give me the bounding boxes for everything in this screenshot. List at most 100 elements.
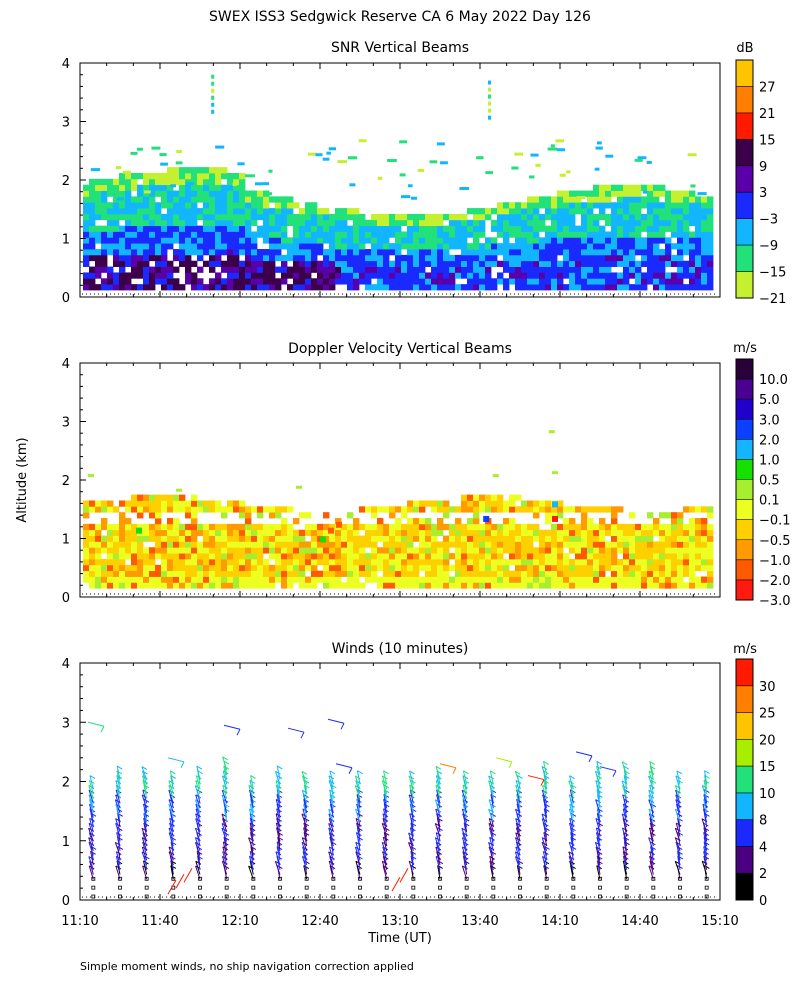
- snr-cell: [323, 231, 330, 238]
- snr-cell: [701, 219, 708, 227]
- wind-barb-shaft: [382, 818, 388, 832]
- wind-barb-shaft: [408, 775, 414, 790]
- doppler-cell: [317, 553, 324, 560]
- wind-barb-shaft: [701, 785, 708, 799]
- snr-cell: [209, 167, 216, 174]
- snr-cell: [641, 260, 648, 267]
- wind-barb-shaft: [250, 846, 254, 861]
- snr-cell: [665, 260, 672, 267]
- doppler-cell: [605, 523, 612, 531]
- calm-marker: [304, 885, 309, 890]
- wind-barb-shaft: [461, 846, 468, 861]
- snr-cell: [143, 249, 150, 256]
- doppler-cell: [599, 564, 606, 572]
- doppler-cell: [281, 582, 288, 589]
- snr-echo: [514, 152, 524, 156]
- doppler-cell: [251, 564, 258, 572]
- doppler-cell: [293, 558, 300, 566]
- doppler-cell: [395, 570, 402, 577]
- doppler-cell: [161, 570, 168, 577]
- doppler-cell: [227, 500, 234, 507]
- doppler-cell: [521, 523, 528, 531]
- calm-marker: [678, 876, 682, 881]
- doppler-cell: [233, 529, 240, 536]
- snr-cell: [95, 196, 102, 203]
- doppler-cell: [401, 570, 408, 577]
- colorbar-label: 20: [759, 733, 776, 748]
- snr-cell: [155, 219, 162, 227]
- wind-barb-shaft: [596, 837, 601, 851]
- doppler-cell: [587, 553, 594, 560]
- doppler-cell: [377, 576, 384, 583]
- snr-cell: [203, 184, 210, 191]
- doppler-cell: [83, 500, 90, 507]
- snr-cell: [113, 237, 120, 244]
- snr-cell: [611, 225, 618, 232]
- calm-marker: [91, 885, 96, 890]
- doppler-cell: [683, 535, 690, 542]
- snr-cell: [581, 231, 588, 238]
- doppler-cell: [161, 582, 168, 589]
- snr-cell: [341, 278, 348, 285]
- snr-cell: [233, 260, 240, 267]
- doppler-cell: [653, 582, 660, 589]
- snr-cell: [533, 196, 540, 203]
- doppler-cell: [563, 541, 570, 548]
- snr-cell: [167, 213, 174, 221]
- snr-cell: [503, 202, 510, 209]
- snr-cell: [509, 202, 516, 209]
- doppler-cell: [245, 558, 252, 566]
- doppler-cell: [167, 506, 174, 513]
- snr-cell: [539, 284, 546, 291]
- snr-cell: [131, 266, 138, 273]
- calm-marker: [624, 894, 629, 899]
- doppler-cell: [503, 518, 510, 525]
- snr-cell: [131, 254, 138, 262]
- snr-cell: [635, 284, 642, 291]
- doppler-cell: [185, 547, 192, 554]
- wind-barb-shaft: [514, 808, 521, 823]
- snr-cell: [689, 213, 696, 221]
- snr-echo: [555, 139, 564, 143]
- wind-barb-shaft: [595, 832, 601, 847]
- doppler-cell: [641, 582, 648, 589]
- snr-cell: [707, 231, 714, 238]
- doppler-cell: [425, 553, 432, 560]
- doppler-cell: [527, 535, 534, 542]
- snr-cell: [131, 208, 138, 215]
- snr-cell: [215, 167, 222, 174]
- doppler-cell: [263, 523, 270, 531]
- doppler-cell: [215, 506, 222, 513]
- snr-cell: [407, 278, 414, 285]
- snr-cell: [335, 231, 342, 238]
- wind-barb-shaft: [328, 861, 334, 875]
- snr-cell: [269, 284, 276, 291]
- doppler-cell: [671, 564, 678, 572]
- snr-cell: [623, 231, 630, 238]
- doppler-cell: [683, 582, 690, 589]
- doppler-cell: [329, 535, 336, 542]
- snr-cell: [587, 260, 594, 267]
- snr-cell: [143, 237, 150, 244]
- snr-cell: [437, 213, 444, 221]
- snr-cell: [677, 278, 684, 285]
- snr-cell: [119, 272, 126, 279]
- doppler-cell: [611, 506, 618, 513]
- snr-cell: [371, 272, 378, 279]
- calm-marker: [491, 876, 496, 881]
- doppler-cell: [335, 541, 342, 548]
- wind-barb-high: [495, 757, 513, 763]
- doppler-cell: [683, 553, 690, 560]
- doppler-cell: [695, 553, 702, 560]
- snr-cell: [635, 196, 642, 203]
- doppler-cell: [269, 541, 276, 548]
- wind-barb-shaft: [675, 822, 681, 837]
- snr-cell: [437, 284, 444, 291]
- wind-barb-shaft: [301, 813, 308, 828]
- doppler-cell: [359, 570, 366, 577]
- doppler-cell: [545, 576, 552, 583]
- snr-cell: [281, 254, 288, 262]
- snr-cell: [125, 260, 132, 267]
- snr-cell: [89, 208, 96, 215]
